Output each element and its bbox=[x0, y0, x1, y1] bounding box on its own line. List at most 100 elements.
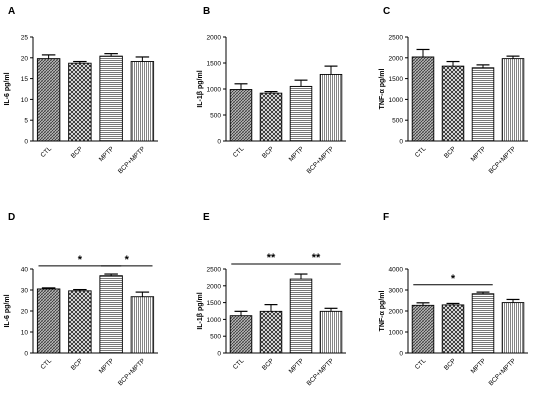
x-tick-label: CTL bbox=[414, 357, 428, 371]
significance-marker: ** bbox=[267, 252, 276, 264]
panel-letter: F bbox=[383, 212, 389, 223]
y-tick-label: 2500 bbox=[207, 267, 222, 274]
x-tick-label: BCP+MPTP bbox=[306, 357, 336, 387]
x-tick-label: MPTP bbox=[288, 145, 306, 163]
x-tick-label: MPTP bbox=[288, 357, 306, 375]
y-tick-label: 25 bbox=[21, 35, 29, 42]
x-tick-label: BCP+MPTP bbox=[488, 145, 518, 175]
y-tick-label: 2000 bbox=[389, 55, 404, 62]
panel-f: F 0 1000 2000 3000 4000 TNF-α pg/ml CTL BCP MPTP B… bbox=[379, 212, 528, 387]
panel-e: E 0 500 1000 1500 2000 2500 IL-1β pg/ml CTL BCP MP… bbox=[197, 212, 346, 387]
y-tick-label: 1000 bbox=[207, 317, 222, 324]
panel-letter: D bbox=[8, 212, 15, 223]
y-tick-label: 0 bbox=[24, 351, 28, 358]
y-tick-label: 2500 bbox=[389, 35, 404, 42]
panel-c: C 0 500 1000 1500 2000 2500 TNF-α pg/ml CTL BCP MP… bbox=[379, 6, 528, 175]
y-axis-label: TNF-α pg/ml bbox=[379, 291, 386, 332]
bar-bcp-mptp bbox=[501, 302, 525, 354]
y-tick-label: 2000 bbox=[389, 309, 404, 316]
x-tick-label: BCP bbox=[70, 357, 84, 371]
y-tick-label: 1000 bbox=[389, 97, 404, 104]
bar-bcp-mptp bbox=[130, 61, 155, 142]
y-axis-label: IL-1β pg/ml bbox=[197, 70, 204, 107]
panel-letter: A bbox=[8, 6, 15, 17]
panel-letter: C bbox=[383, 6, 390, 17]
bar-mptp bbox=[471, 67, 495, 142]
bar-bcp-mptp bbox=[501, 58, 525, 142]
bar-bcp-mptp bbox=[319, 310, 343, 354]
y-tick-label: 30 bbox=[21, 288, 29, 295]
significance-marker: * bbox=[125, 254, 130, 266]
y-tick-label: 10 bbox=[21, 330, 29, 337]
x-tick-label: BCP bbox=[443, 145, 457, 159]
y-tick-label: 0 bbox=[399, 139, 403, 146]
y-tick-label: 20 bbox=[21, 55, 29, 62]
bar-mptp bbox=[289, 85, 313, 142]
bar-ctl bbox=[229, 315, 253, 354]
bar-mptp bbox=[99, 275, 123, 354]
x-tick-label: CTL bbox=[232, 145, 246, 159]
y-tick-label: 15 bbox=[21, 76, 29, 83]
bar-bcp bbox=[68, 62, 92, 142]
y-tick-label: 500 bbox=[210, 113, 221, 120]
panel-b: B 0 500 1000 1500 2000 IL-1β pg/ml CTL BCP MPTP BC… bbox=[197, 6, 346, 175]
bar-mptp bbox=[99, 55, 123, 142]
y-tick-label: 0 bbox=[399, 351, 403, 358]
y-tick-label: 2000 bbox=[207, 283, 222, 290]
x-tick-label: MPTP bbox=[98, 357, 116, 375]
panel-d: D 0 10 20 30 40 IL-6 pg/ml CTL BCP MPTP BCP+MPTP * * bbox=[4, 212, 158, 387]
y-tick-label: 1000 bbox=[207, 87, 222, 94]
bar-bcp bbox=[259, 92, 283, 142]
y-tick-label: 3000 bbox=[389, 288, 404, 295]
y-tick-label: 500 bbox=[210, 334, 221, 341]
bar-bcp bbox=[441, 304, 465, 354]
bar-bcp bbox=[441, 65, 465, 142]
y-tick-label: 0 bbox=[217, 139, 221, 146]
x-tick-label: CTL bbox=[414, 145, 428, 159]
x-tick-label: MPTP bbox=[470, 145, 488, 163]
y-axis-label: IL-6 pg/ml bbox=[4, 294, 11, 327]
y-tick-label: 20 bbox=[21, 309, 29, 316]
x-tick-label: CTL bbox=[39, 145, 53, 159]
bar-bcp bbox=[68, 290, 92, 354]
significance-marker: * bbox=[78, 254, 83, 266]
x-tick-label: BCP bbox=[261, 145, 275, 159]
panel-letter: B bbox=[203, 6, 210, 17]
y-tick-label: 40 bbox=[21, 267, 29, 274]
y-axis-label: TNF-α pg/ml bbox=[379, 69, 386, 110]
y-tick-label: 1500 bbox=[389, 76, 404, 83]
y-tick-label: 0 bbox=[217, 351, 221, 358]
x-tick-label: MPTP bbox=[98, 145, 116, 163]
y-tick-label: 1500 bbox=[207, 61, 222, 68]
bar-bcp-mptp bbox=[130, 296, 155, 354]
y-tick-label: 1000 bbox=[389, 330, 404, 337]
x-tick-label: MPTP bbox=[470, 357, 488, 375]
bar-bcp-mptp bbox=[319, 73, 343, 142]
bar-bcp bbox=[259, 310, 283, 354]
significance-marker: * bbox=[451, 273, 456, 285]
y-tick-label: 10 bbox=[21, 97, 29, 104]
x-tick-label: BCP+MPTP bbox=[306, 145, 336, 175]
x-tick-label: BCP+MPTP bbox=[117, 357, 147, 387]
y-axis-label: IL-1β pg/ml bbox=[197, 292, 204, 329]
bar-mptp bbox=[289, 278, 313, 354]
y-tick-label: 4000 bbox=[389, 267, 404, 274]
bar-ctl bbox=[229, 89, 253, 142]
x-tick-label: CTL bbox=[39, 357, 53, 371]
bar-mptp bbox=[471, 293, 495, 354]
y-tick-label: 0 bbox=[24, 139, 28, 146]
y-tick-label: 2000 bbox=[207, 35, 222, 42]
bar-ctl bbox=[411, 56, 435, 142]
significance-marker: ** bbox=[312, 252, 321, 264]
bar-ctl bbox=[36, 58, 61, 142]
x-tick-label: CTL bbox=[232, 357, 246, 371]
y-axis-label: IL-6 pg/ml bbox=[4, 72, 11, 105]
x-tick-label: BCP+MPTP bbox=[117, 145, 147, 175]
y-tick-label: 5 bbox=[24, 118, 28, 125]
panel-a: A 0 5 10 15 20 25 IL-6 pg/ml CTL BCP MPTP BCP+MPTP bbox=[4, 6, 158, 175]
x-tick-label: BCP bbox=[70, 145, 84, 159]
y-tick-label: 1500 bbox=[207, 300, 222, 307]
panel-letter: E bbox=[203, 212, 210, 223]
x-tick-label: BCP+MPTP bbox=[488, 357, 518, 387]
